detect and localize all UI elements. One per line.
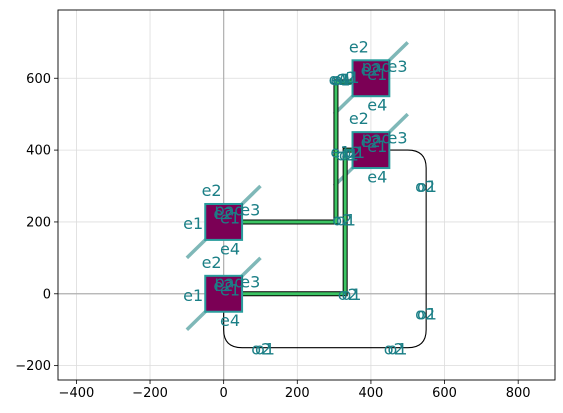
port-e1-label: e1 <box>220 209 240 228</box>
port-e1-label: e1 <box>220 281 240 300</box>
port-e2-label: e2 <box>202 181 222 200</box>
port-label-o2: o2 <box>384 339 404 358</box>
port-label-o1: o1 <box>417 177 437 196</box>
y-tick-label: 0 <box>43 287 51 302</box>
port-e2-inner-label: e2 <box>213 204 233 223</box>
pad-name-label: pad <box>362 57 392 76</box>
route_low <box>242 148 353 296</box>
port-label-o2: o2 <box>251 339 271 358</box>
port-e4-label: e4 <box>220 239 240 258</box>
pad_d <box>351 59 391 98</box>
loop-route <box>223 149 427 349</box>
y-tick-label: 200 <box>26 215 51 230</box>
plot-frame <box>57 9 556 381</box>
route_high <box>242 80 353 224</box>
port-e2-label: e2 <box>202 253 222 272</box>
port-e2-label: e2 <box>349 37 369 56</box>
port-label-o1: o1 <box>341 285 361 304</box>
port-label-o2: o2 <box>332 210 352 229</box>
y-tick-label: 600 <box>26 72 51 87</box>
port-e1-label: e1 <box>330 70 350 89</box>
port-e1-label: e1 <box>183 214 203 233</box>
port-e3-label: e3 <box>387 129 407 148</box>
grid-lines <box>58 10 555 380</box>
port-label-o1: o1 <box>332 70 352 89</box>
x-tick-label: −400 <box>59 386 95 401</box>
pads <box>204 59 391 313</box>
y-tick-label: 400 <box>26 144 51 159</box>
x-tick-label: 400 <box>359 386 384 401</box>
x-tick-label: 600 <box>432 386 457 401</box>
x-tick-label: 800 <box>506 386 531 401</box>
port-label-o2: o2 <box>329 70 349 89</box>
x-tick-label: −200 <box>132 386 168 401</box>
port-e2-inner-label: e2 <box>361 60 381 79</box>
port-label-o2: o2 <box>336 145 356 164</box>
port-e1-label: e1 <box>183 286 203 305</box>
port-label-o2: o2 <box>415 177 435 196</box>
port-e2-label: e2 <box>349 109 369 128</box>
port-e3-label: e3 <box>387 57 407 76</box>
axis-ticks: −400 −200 0 200 400 600 800 −200 0 200 400 600 <box>15 72 530 401</box>
x-tick-label: 200 <box>285 386 310 401</box>
port-e1-label: e1 <box>330 142 350 161</box>
port-label-o2: o2 <box>336 68 356 87</box>
port-label-o1: o1 <box>255 339 275 358</box>
pad_c <box>351 131 391 170</box>
y-tick-label: −200 <box>15 359 51 374</box>
port-e4-label: e4 <box>367 96 387 115</box>
port-label-o1: o1 <box>336 210 356 229</box>
routes <box>242 79 353 297</box>
port-label-o1: o1 <box>417 305 437 324</box>
x-tick-label: 0 <box>220 386 228 401</box>
port-e1-label: e1 <box>367 65 387 84</box>
port-label-o1: o1 <box>340 68 360 87</box>
port-label-o1: o1 <box>345 143 365 162</box>
port-label-o2: o2 <box>338 285 358 304</box>
zero-axes <box>58 10 555 380</box>
pad_b <box>204 202 244 241</box>
port-e4-label: e4 <box>220 311 240 330</box>
pad-name-label: pad <box>362 129 392 148</box>
port-e3-label: e3 <box>240 272 260 291</box>
port-label-o1: o1 <box>387 339 407 358</box>
port-e2-inner-label: e2 <box>361 132 381 151</box>
port-e2-inner-label: e2 <box>213 276 233 295</box>
port-e3-label: e3 <box>240 200 260 219</box>
port-label-o2: o2 <box>341 143 361 162</box>
pad-name-label: pad <box>214 200 244 219</box>
pad-name-label: pad <box>214 272 244 291</box>
loop-path <box>223 149 427 349</box>
port-e4-label: e4 <box>367 167 387 186</box>
port-label-o2: o2 <box>415 305 435 324</box>
port-e1-label: e1 <box>367 137 387 156</box>
port-label-o1: o1 <box>339 145 359 164</box>
pad_a <box>204 274 244 313</box>
